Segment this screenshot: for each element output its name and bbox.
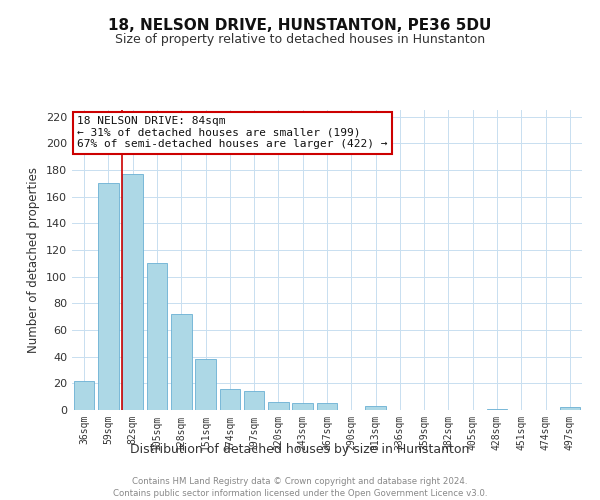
Bar (268, 402, 289, 410)
Bar (98, 184, 119, 410)
Bar (220, 388, 240, 410)
Bar (195, 360, 216, 410)
Bar (146, 264, 167, 410)
Text: Distribution of detached houses by size in Hunstanton: Distribution of detached houses by size … (130, 442, 470, 456)
Text: Contains public sector information licensed under the Open Government Licence v3: Contains public sector information licen… (113, 489, 487, 498)
Y-axis label: Number of detached properties: Number of detached properties (28, 167, 40, 353)
Text: 18, NELSON DRIVE, HUNSTANTON, PE36 5DU: 18, NELSON DRIVE, HUNSTANTON, PE36 5DU (109, 18, 491, 32)
Bar (244, 392, 265, 410)
Bar (292, 404, 313, 410)
Text: Size of property relative to detached houses in Hunstanton: Size of property relative to detached ho… (115, 32, 485, 46)
Bar (317, 404, 337, 410)
Text: Contains HM Land Registry data © Crown copyright and database right 2024.: Contains HM Land Registry data © Crown c… (132, 478, 468, 486)
Text: 18 NELSON DRIVE: 84sqm
← 31% of detached houses are smaller (199)
67% of semi-de: 18 NELSON DRIVE: 84sqm ← 31% of detached… (77, 116, 388, 149)
Bar (487, 408, 508, 410)
Bar (122, 174, 143, 410)
Bar (560, 408, 580, 410)
Bar (365, 406, 386, 410)
Bar (171, 314, 191, 410)
Bar (74, 380, 94, 410)
